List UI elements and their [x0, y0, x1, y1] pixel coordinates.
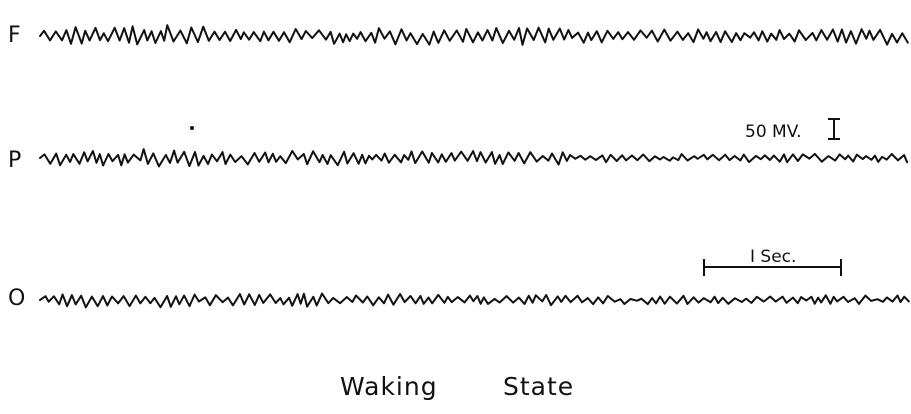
channel-label-p: P	[8, 148, 21, 173]
voltage-scale: 50 MV.	[745, 118, 840, 142]
voltage-scale-label: 50 MV.	[745, 122, 802, 142]
eeg-trace-p	[39, 148, 909, 168]
eeg-trace-f	[39, 24, 909, 46]
channel-label-o: O	[8, 286, 25, 311]
channel-p: P	[8, 148, 909, 173]
caption-word-state: State	[503, 372, 574, 401]
time-scale-bar	[703, 259, 842, 276]
channel-f: F	[8, 23, 909, 48]
voltage-scale-bar	[828, 118, 840, 140]
time-scale: I Sec.	[703, 247, 842, 276]
caption-word-waking: Waking	[340, 372, 438, 401]
channel-label-f: F	[8, 23, 21, 48]
eeg-trace-o	[39, 292, 910, 309]
time-scale-label: I Sec.	[750, 247, 796, 267]
speck-mark	[190, 126, 194, 130]
channel-o: O	[8, 286, 910, 311]
